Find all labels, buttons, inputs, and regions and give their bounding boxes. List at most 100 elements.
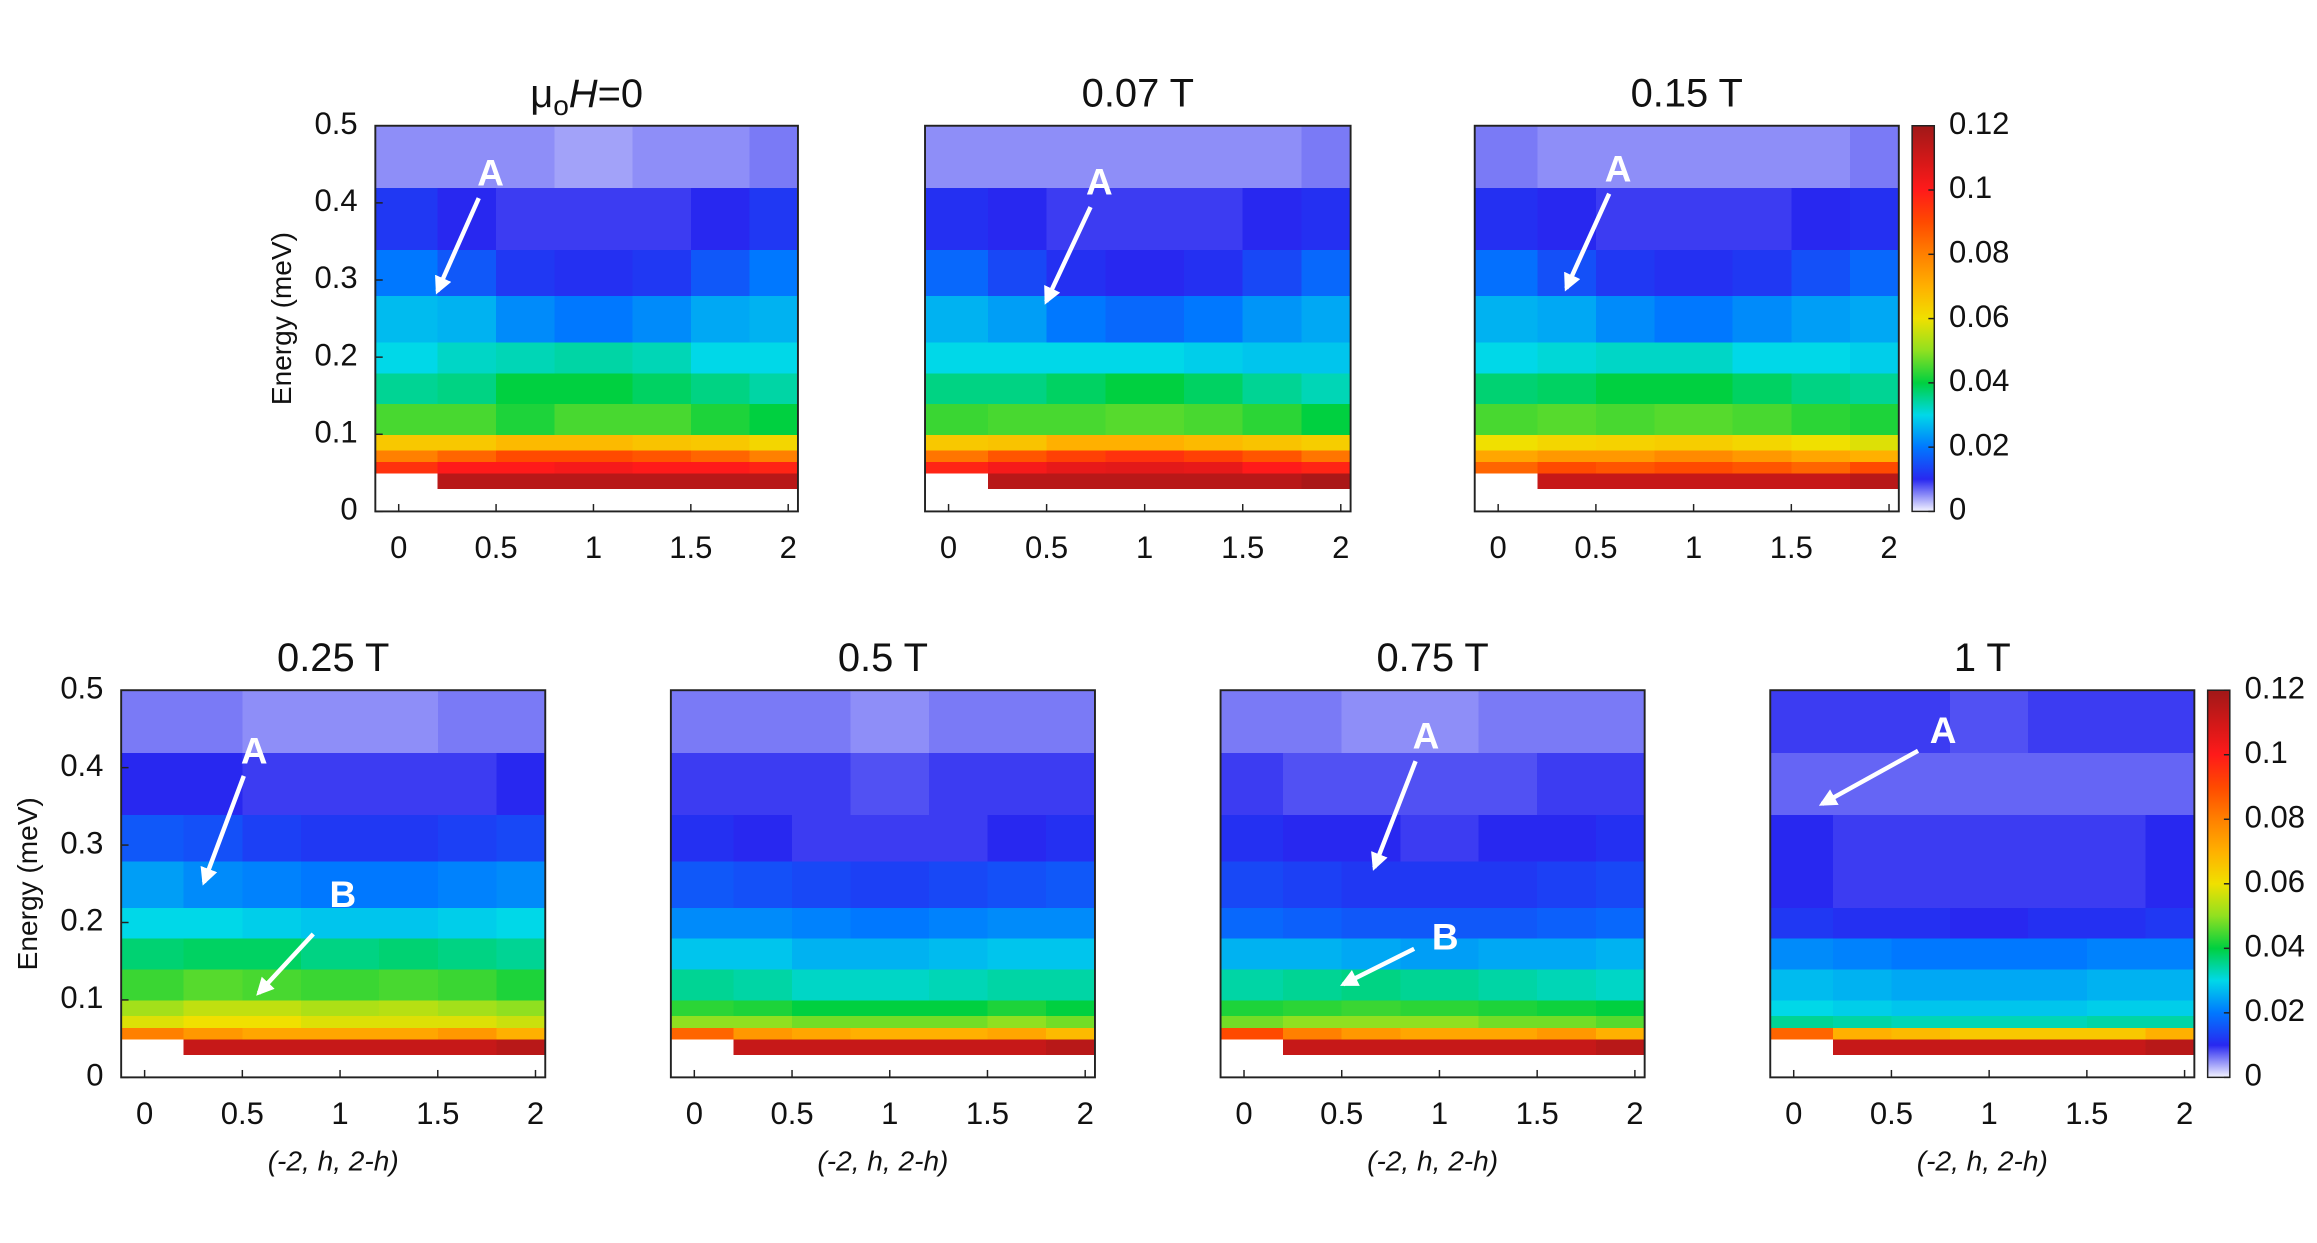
x-tick-label: 1 bbox=[331, 1096, 348, 1131]
heatmap-cell bbox=[1595, 187, 1656, 250]
heatmap-cell bbox=[1732, 295, 1793, 343]
heatmap-cell bbox=[1283, 860, 1343, 908]
x-tick-label: 0 bbox=[1490, 530, 1507, 565]
heatmap-cell bbox=[554, 125, 634, 189]
title-part: H bbox=[569, 72, 598, 116]
heatmap-cell bbox=[670, 1027, 735, 1040]
heatmap-cell bbox=[987, 1027, 1047, 1040]
heatmap-cell bbox=[1770, 814, 1834, 862]
annotation: A bbox=[1930, 710, 1957, 751]
heatmap-cell bbox=[1732, 187, 1793, 250]
heatmap-cell bbox=[1478, 999, 1538, 1017]
heatmap-cell bbox=[2086, 860, 2147, 908]
heatmap-cell bbox=[375, 403, 439, 436]
heatmap-cell bbox=[733, 690, 793, 753]
heatmap-cell bbox=[1732, 372, 1793, 405]
colorbar-tick-label: 0.02 bbox=[1949, 427, 2009, 462]
heatmap-cell bbox=[1046, 937, 1096, 970]
heatmap-cell bbox=[1105, 372, 1185, 405]
heatmap-cell bbox=[670, 690, 735, 753]
heatmap-cell bbox=[670, 968, 735, 1001]
heatmap-cell bbox=[632, 372, 692, 405]
heatmap-cell bbox=[1595, 1027, 1646, 1040]
heatmap-cell bbox=[1242, 449, 1303, 463]
heatmap-cell bbox=[749, 341, 799, 374]
heatmap-cell bbox=[375, 449, 439, 463]
heatmap-cell bbox=[437, 752, 498, 815]
heatmap-cell bbox=[1595, 999, 1646, 1017]
panel-title: 0.75 T bbox=[1376, 636, 1488, 680]
x-tick-label: 0 bbox=[1785, 1096, 1802, 1131]
x-tick-label: 0 bbox=[940, 530, 957, 565]
heatmap-cell bbox=[1478, 937, 1538, 970]
heatmap-cell bbox=[1595, 937, 1646, 970]
heatmap-cell bbox=[987, 968, 1047, 1001]
heatmap-cell bbox=[1891, 814, 1951, 862]
heatmap-cell bbox=[1242, 295, 1303, 343]
heatmap-cell bbox=[749, 249, 799, 297]
heatmap-cell bbox=[1474, 449, 1539, 463]
heatmap-cell bbox=[1478, 1038, 1538, 1055]
heatmap-cell bbox=[850, 752, 930, 815]
heatmap-cell bbox=[1950, 752, 2029, 815]
heatmap-cell bbox=[850, 860, 930, 908]
title-part: o bbox=[553, 90, 569, 121]
heatmap-cell bbox=[375, 249, 439, 297]
heatmap-cell bbox=[379, 1038, 439, 1055]
heatmap-cell bbox=[1242, 249, 1303, 297]
heatmap-cell bbox=[379, 1015, 439, 1028]
heatmap-cell bbox=[1770, 860, 1834, 908]
heatmap-cell bbox=[1046, 461, 1107, 474]
heatmap-cell bbox=[1791, 472, 1851, 490]
heatmap-cell bbox=[2086, 1038, 2147, 1055]
heatmap-cell bbox=[1832, 937, 1893, 970]
heatmap-cell bbox=[690, 249, 750, 297]
heatmap-cell bbox=[1242, 341, 1303, 374]
panel-title: 1 T bbox=[1954, 636, 2011, 680]
heatmap-cell bbox=[1105, 403, 1185, 436]
x-tick-label: 0.5 bbox=[221, 1096, 264, 1131]
heatmap-cell bbox=[733, 968, 793, 1001]
heatmap-cell bbox=[1341, 968, 1402, 1001]
heatmap-cell bbox=[1832, 968, 1893, 1001]
heatmap-cell bbox=[1537, 860, 1597, 908]
heatmap-cell bbox=[1654, 449, 1734, 463]
heatmap-cell bbox=[1654, 372, 1734, 405]
heatmap-cell bbox=[632, 461, 692, 474]
heatmap-cell bbox=[1595, 968, 1646, 1001]
heatmap-cell bbox=[1832, 1015, 1893, 1028]
heatmap-cell bbox=[375, 434, 439, 451]
heatmap-cell bbox=[1537, 372, 1597, 405]
heatmap-cell bbox=[1950, 907, 2029, 939]
heatmap-cell bbox=[792, 690, 852, 753]
heatmap-cell bbox=[1341, 907, 1402, 939]
heatmap-cell bbox=[1400, 752, 1480, 815]
heatmap-cell bbox=[1849, 472, 1900, 490]
heatmap-cell bbox=[1046, 1027, 1096, 1040]
heatmap-cell bbox=[300, 937, 380, 970]
heatmap-cell bbox=[554, 434, 634, 451]
x-tick-label: 1 bbox=[1685, 530, 1702, 565]
plot-frame bbox=[1769, 689, 2196, 1079]
heatmap-cell bbox=[987, 295, 1048, 343]
heatmap-cell bbox=[496, 968, 547, 1001]
heatmap-cell bbox=[2086, 814, 2147, 862]
y-axis-label: Energy (meV) bbox=[12, 797, 43, 970]
heatmap-cell bbox=[2086, 752, 2147, 815]
heatmap-cell bbox=[928, 1038, 989, 1055]
heatmap-cell bbox=[792, 1038, 852, 1055]
heatmap-cell bbox=[1770, 690, 1834, 753]
x-tick-label: 1 bbox=[881, 1096, 898, 1131]
x-tick-label: 0.5 bbox=[1025, 530, 1068, 565]
heatmap-cell bbox=[1220, 814, 1284, 862]
heatmap-cell bbox=[1283, 968, 1343, 1001]
heatmap-cell bbox=[1849, 434, 1900, 451]
heatmap-cell bbox=[1849, 403, 1900, 436]
heatmap-cell bbox=[1595, 860, 1646, 908]
heatmap-cell bbox=[1046, 1038, 1096, 1055]
heatmap-cell bbox=[1301, 341, 1352, 374]
heatmap-cell bbox=[1474, 341, 1539, 374]
heatmap-cell bbox=[1791, 403, 1851, 436]
annotation: B bbox=[1432, 917, 1459, 958]
heatmap-cell bbox=[375, 187, 439, 250]
